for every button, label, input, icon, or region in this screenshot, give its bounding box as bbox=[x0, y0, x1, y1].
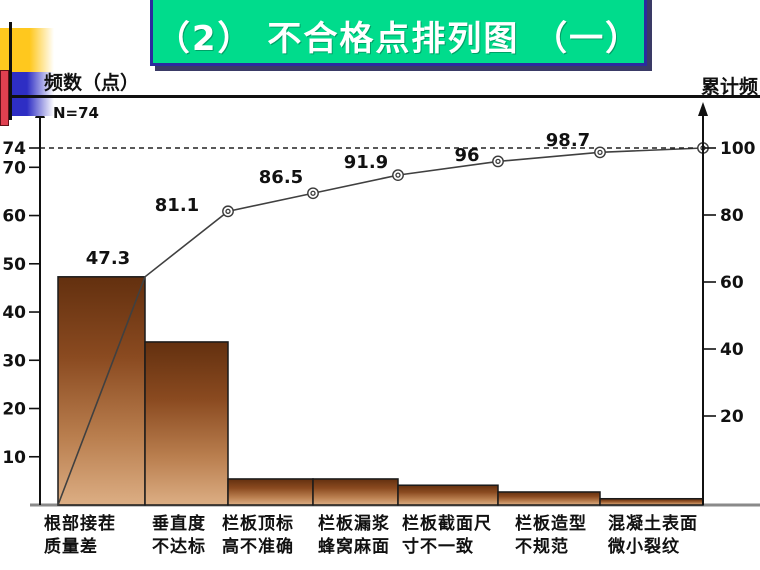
category-label: 栏板漏浆 蜂窝麻面 bbox=[318, 514, 390, 557]
cumulative-value-label: 96 bbox=[454, 145, 479, 166]
category-label: 栏板顶标 高不准确 bbox=[222, 514, 294, 557]
cumulative-value-label: 47.3 bbox=[86, 248, 130, 269]
bar-4 bbox=[312, 478, 399, 506]
right-axis-tick-label: 40 bbox=[720, 340, 744, 360]
slide-title-box: （2） 不合格点排列图 （一） bbox=[150, 0, 647, 66]
category-label: 混凝土表面 微小裂纹 bbox=[608, 514, 698, 557]
category-label: 栏板截面尺 寸不一致 bbox=[402, 514, 492, 557]
right-axis-tick-label: 20 bbox=[720, 407, 744, 427]
total-count-annotation: N=74 bbox=[53, 104, 99, 122]
cumulative-value-label: 81.1 bbox=[155, 195, 199, 216]
slide-title: （2） 不合格点排列图 （一） bbox=[155, 18, 642, 59]
cumulative-value-label: 91.9 bbox=[344, 152, 388, 173]
bar-6 bbox=[497, 491, 601, 506]
left-axis-tick-label: 60 bbox=[2, 207, 26, 227]
cumulative-marker bbox=[594, 146, 606, 159]
category-label: 栏板造型 不规范 bbox=[515, 514, 587, 557]
left-axis-tick-label: 50 bbox=[2, 255, 26, 275]
left-axis-tick-label: 20 bbox=[2, 400, 26, 420]
left-axis-tick-label: 70 bbox=[2, 158, 26, 178]
cumulative-marker-inner bbox=[495, 158, 501, 165]
left-axis-tick-label: 40 bbox=[2, 303, 26, 323]
category-label: 垂直度 不达标 bbox=[152, 514, 206, 557]
left-axis-tick-label: 74 bbox=[2, 139, 26, 159]
cumulative-value-label: 98.7 bbox=[546, 130, 590, 151]
cumulative-marker-inner bbox=[225, 208, 231, 214]
left-axis-tick-label: 10 bbox=[2, 448, 26, 468]
decoration-vertical-line bbox=[9, 22, 12, 120]
right-axis-tick-label: 80 bbox=[720, 206, 744, 226]
cumulative-marker bbox=[222, 205, 234, 218]
bar-7 bbox=[599, 497, 704, 506]
bar-3 bbox=[227, 478, 314, 506]
cumulative-marker bbox=[307, 187, 319, 200]
decoration-horizontal-rule bbox=[0, 95, 760, 98]
right-axis-tick-label: 100 bbox=[720, 139, 756, 159]
category-label: 根部接茬 质量差 bbox=[44, 514, 116, 557]
cumulative-marker-inner bbox=[310, 190, 316, 196]
left-axis-title: 频数（点） bbox=[44, 72, 140, 94]
cumulative-marker-inner bbox=[597, 149, 603, 156]
right-axis-title: 累计频 bbox=[701, 76, 759, 98]
cumulative-marker bbox=[392, 169, 404, 182]
cumulative-line bbox=[57, 147, 704, 506]
right-axis-arrow-icon bbox=[698, 102, 708, 116]
cumulative-marker-inner bbox=[395, 172, 401, 178]
bar-2 bbox=[144, 341, 229, 506]
left-axis-tick-label: 30 bbox=[2, 351, 26, 371]
right-axis-tick-label: 60 bbox=[720, 273, 744, 293]
bar-5 bbox=[397, 484, 499, 506]
cumulative-value-label: 86.5 bbox=[259, 167, 303, 188]
decoration-red-bar bbox=[0, 70, 9, 126]
cumulative-marker bbox=[492, 155, 504, 168]
